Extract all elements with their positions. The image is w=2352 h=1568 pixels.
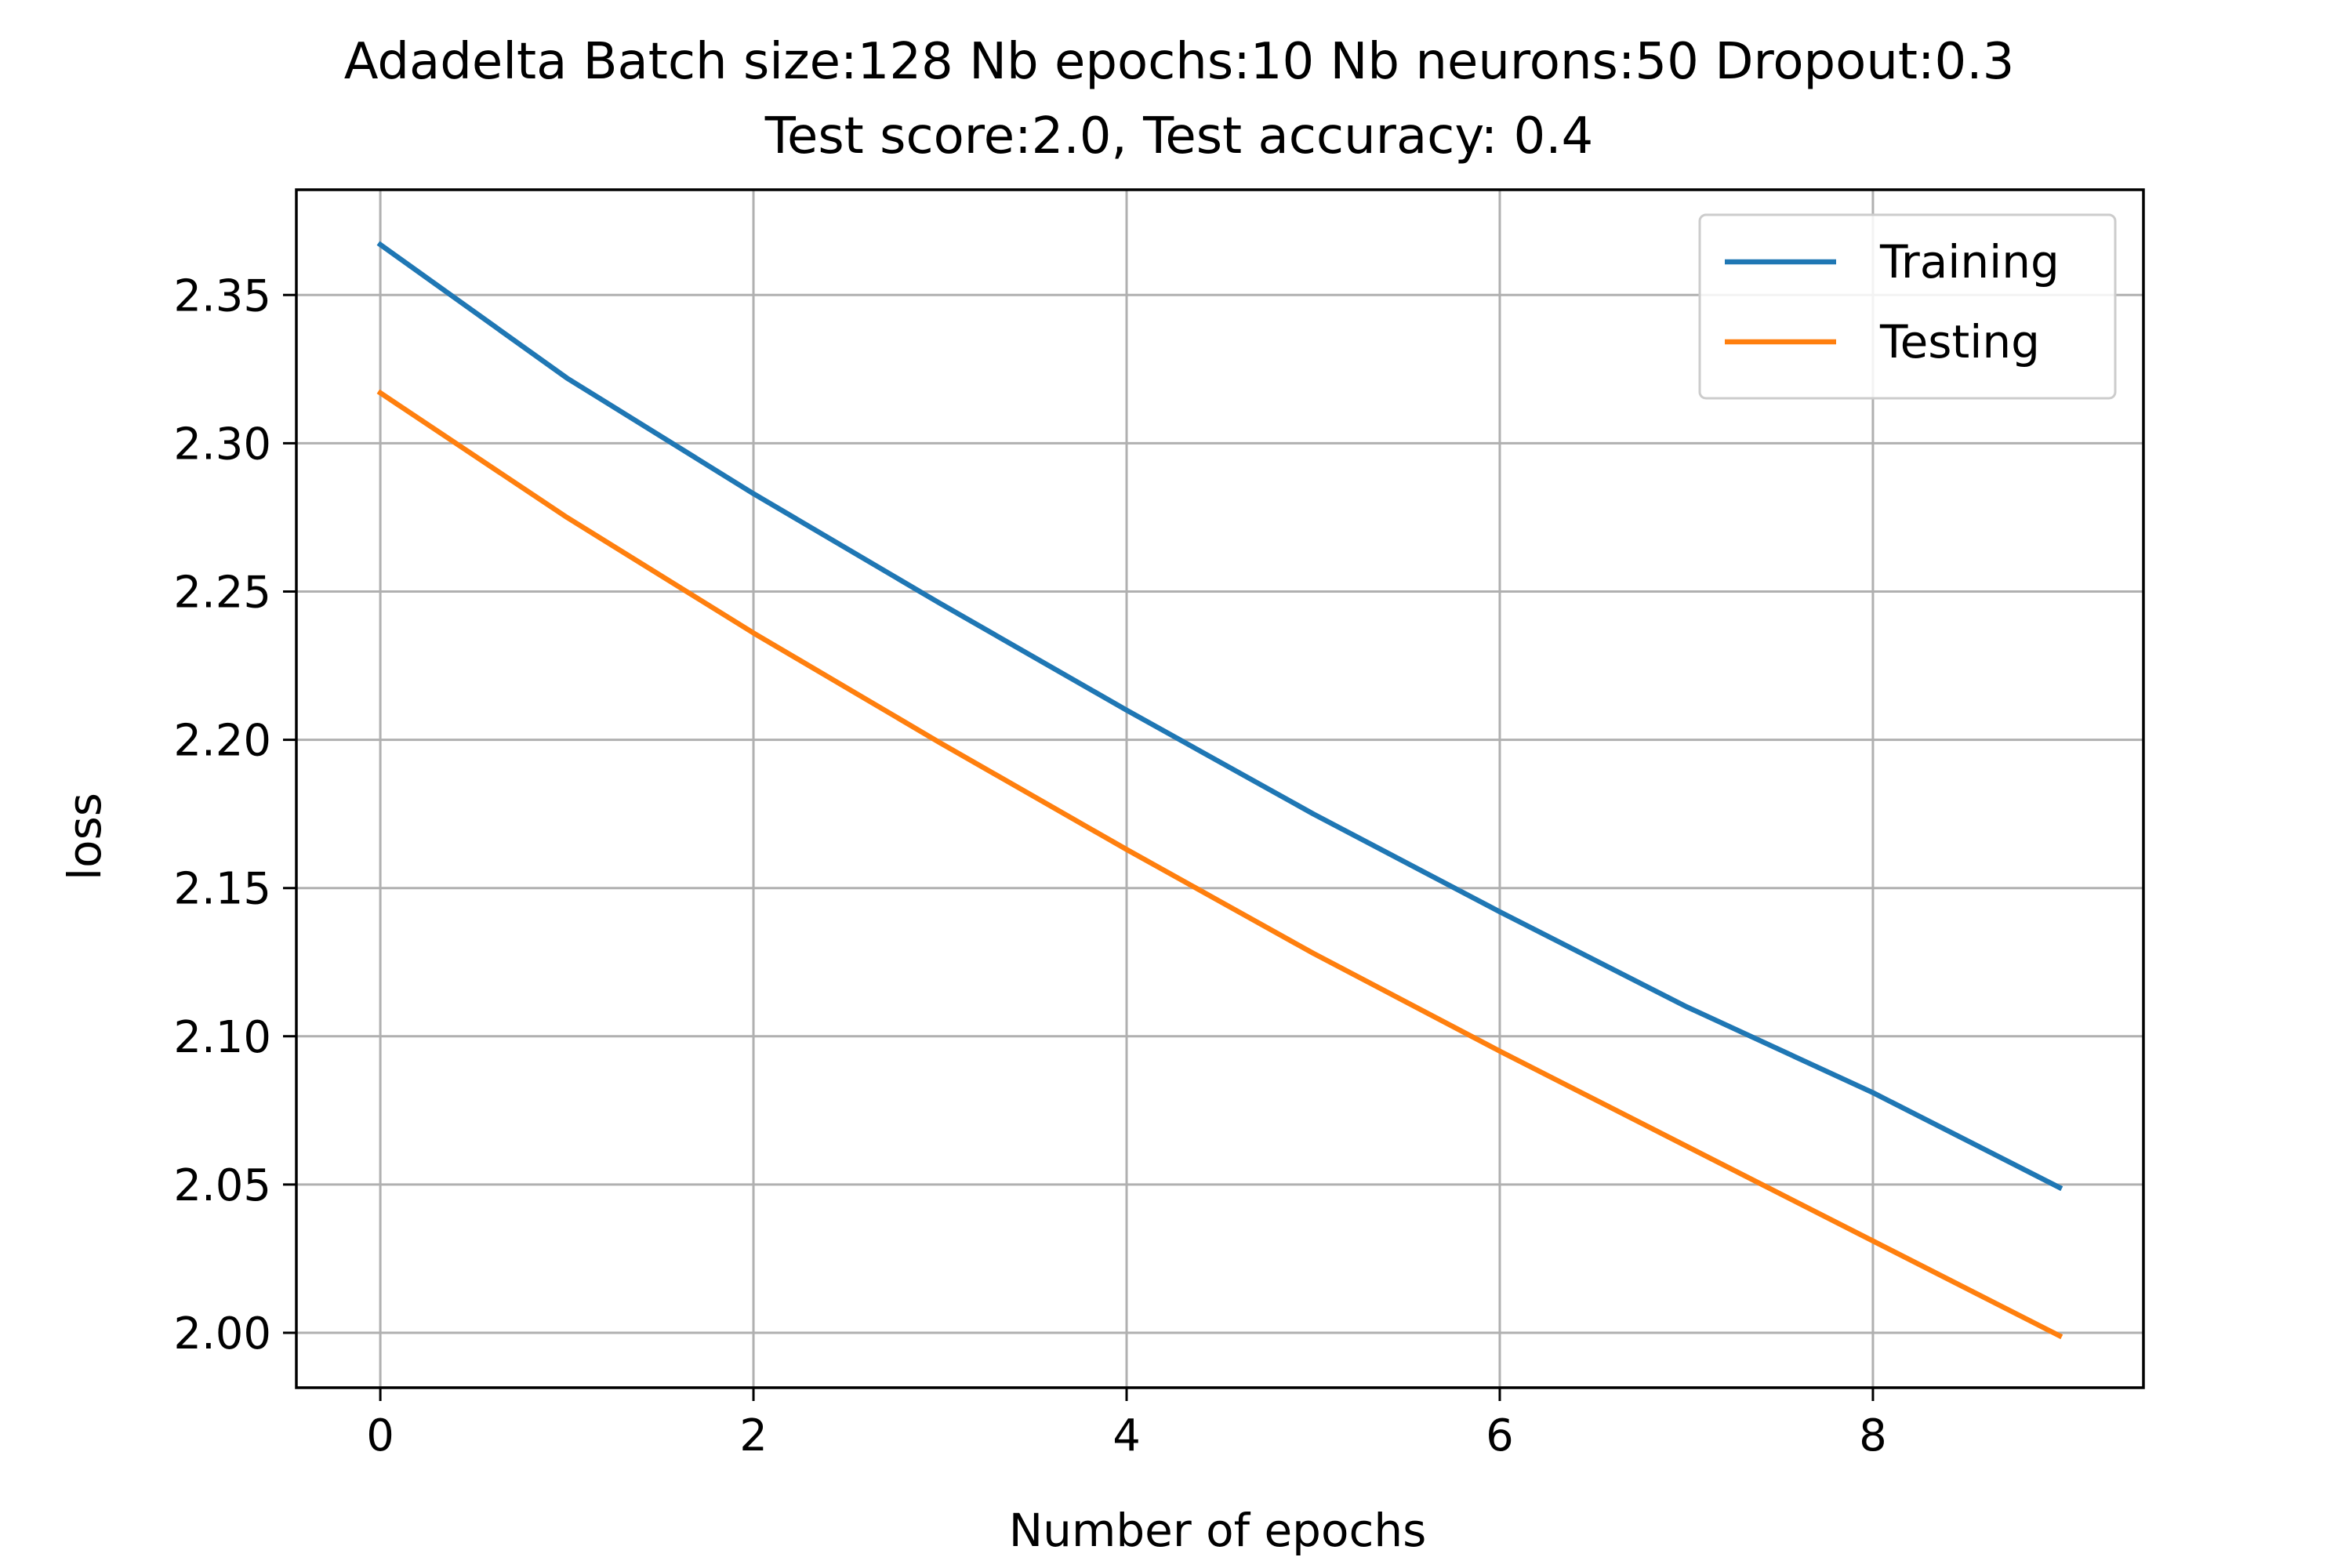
plot-frame [295,188,2145,1389]
x-tick-label: 4 [1112,1410,1141,1461]
series-line-training [376,241,2063,1192]
x-axis-label: Number of epochs [1009,1504,1427,1557]
legend-label-testing: Testing [1879,315,2040,368]
y-tick-label: 2.15 [173,864,271,915]
x-tick-label: 6 [1486,1410,1514,1461]
y-tick-label: 2.05 [173,1160,271,1211]
x-tick-label: 0 [366,1410,394,1461]
x-axis-ticks: 0 2 4 6 8 [366,1388,1887,1461]
legend-label-training: Training [1879,235,2060,289]
y-tick-label: 2.10 [173,1012,271,1063]
series-layer [376,241,2063,1340]
x-tick-label: 8 [1859,1410,1887,1461]
x-tick-label: 2 [739,1410,768,1461]
y-tick-label: 2.35 [173,270,271,321]
y-tick-label: 2.30 [173,419,271,470]
legend: Training Testing [1698,213,2117,400]
chart-title: Adadelta Batch size:128 Nb epochs:10 Nb … [344,33,2015,91]
y-tick-label: 2.00 [173,1308,271,1359]
series-line-testing [376,389,2063,1340]
y-tick-label: 2.25 [173,567,271,618]
y-axis-ticks: 2.00 2.05 2.10 2.15 2.20 2.25 2.30 2.35 [173,270,296,1359]
y-tick-label: 2.20 [173,716,271,767]
y-axis-label: loss [58,793,111,880]
chart-subtitle: Test score:2.0, Test accuracy: 0.4 [764,107,1594,165]
